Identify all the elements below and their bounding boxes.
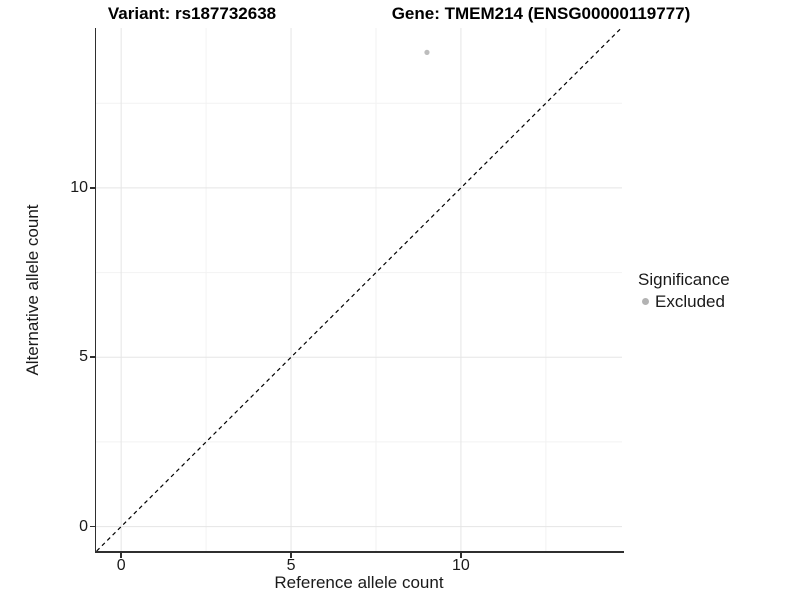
legend-item-label: Excluded — [655, 292, 725, 311]
plot-canvas — [96, 27, 622, 552]
x-tick-label: 0 — [116, 557, 126, 574]
x-tick-label: 10 — [452, 557, 470, 574]
y-tick-mark — [89, 525, 95, 528]
data-point — [424, 49, 430, 55]
x-axis-label: Reference allele count — [274, 573, 444, 592]
y-tick-label: 10 — [70, 178, 88, 196]
y-axis-label: Alternative allele count — [23, 204, 42, 376]
x-tick-label: 5 — [286, 557, 296, 574]
x-tick-mark — [120, 552, 122, 558]
y-tick-label: 5 — [79, 348, 88, 366]
x-tick-mark — [460, 552, 462, 558]
plot-title-variant: Variant: rs187732638 — [107, 4, 277, 23]
x-axis-line — [94, 551, 624, 553]
y-axis-line — [94, 28, 96, 553]
legend-point-circle-icon — [642, 298, 649, 305]
legend-title: Significance — [638, 270, 730, 289]
identity-reference-line — [96, 27, 622, 552]
y-tick-mark — [89, 187, 95, 189]
legend: Significance Excluded — [638, 269, 730, 312]
y-tick-label: 0 — [79, 517, 88, 535]
plot-panel — [96, 27, 622, 552]
y-tick-mark — [89, 356, 95, 358]
plot-title-gene: Gene: TMEM214 (ENSG00000119777) — [391, 4, 691, 23]
legend-item-excluded: Excluded — [638, 291, 730, 312]
x-tick-mark — [290, 552, 292, 558]
